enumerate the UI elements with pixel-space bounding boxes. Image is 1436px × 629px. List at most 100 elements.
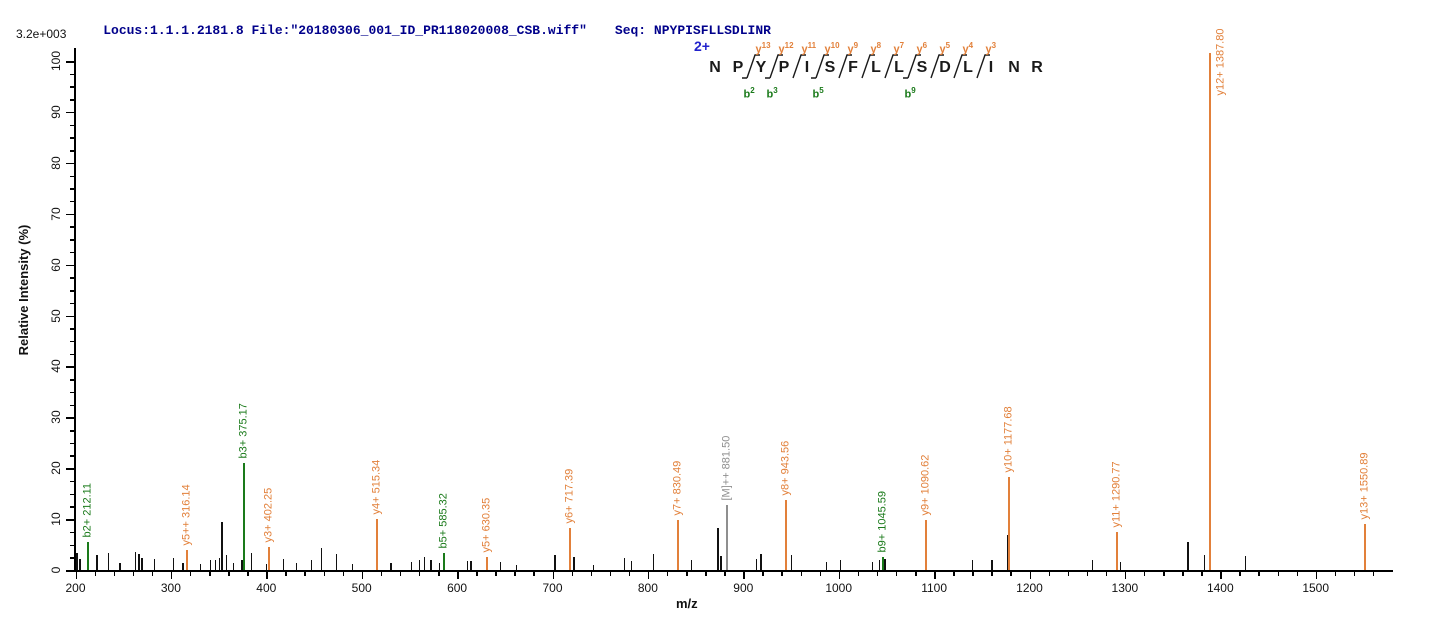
- x-minor-tick: [323, 572, 326, 576]
- y-ion-label: y8: [870, 41, 882, 56]
- peak: [79, 558, 81, 570]
- x-minor-tick: [895, 572, 898, 576]
- fragment-cut-marker: [860, 54, 875, 79]
- x-tick-label: 1200: [1016, 581, 1043, 595]
- peak-b2: [87, 542, 90, 570]
- y-ion-label: y11: [801, 41, 817, 56]
- peak: [1204, 554, 1206, 570]
- x-minor-tick: [686, 572, 688, 576]
- x-tick-label: 800: [637, 581, 658, 595]
- peak: [430, 559, 432, 570]
- x-minor-tick: [113, 572, 116, 576]
- x-major-tick: [647, 572, 650, 579]
- peak: [470, 560, 472, 570]
- peak-y9: [925, 520, 928, 570]
- y-ion-label: y13: [755, 41, 771, 56]
- x-tick-label: 1000: [825, 581, 853, 595]
- peak: [1091, 559, 1093, 570]
- x-minor-tick: [1277, 572, 1280, 576]
- y-minor-tick: [70, 226, 74, 228]
- y-minor-tick: [70, 175, 74, 178]
- peak: [119, 562, 121, 570]
- peak: [134, 551, 136, 570]
- peak-y7: [676, 520, 679, 570]
- b-ion-label: b3: [766, 86, 778, 101]
- y-minor-tick: [70, 506, 74, 508]
- x-minor-tick: [342, 572, 345, 576]
- x-minor-tick: [1372, 572, 1375, 576]
- peak: [76, 553, 78, 570]
- y-major-tick: [66, 61, 74, 63]
- x-major-tick: [361, 572, 364, 579]
- peak-y12: [1208, 53, 1211, 570]
- sequence-residue: P: [732, 59, 744, 76]
- peak-label: b5+ 585.32: [437, 493, 450, 549]
- peak: [182, 562, 184, 570]
- x-minor-tick: [1239, 572, 1241, 576]
- peak: [466, 560, 468, 570]
- x-minor-tick: [514, 572, 516, 576]
- y-tick-label: 70: [48, 207, 63, 221]
- y-minor-tick: [70, 340, 74, 343]
- y-minor-tick: [70, 430, 74, 432]
- peak: [218, 557, 220, 570]
- peak-y4: [376, 519, 379, 570]
- x-tick-label: 200: [65, 581, 86, 595]
- peak: [760, 554, 762, 570]
- y-major-tick: [66, 162, 74, 165]
- x-minor-tick: [819, 572, 822, 576]
- peak-label: [M]++ 881.50: [720, 435, 733, 501]
- x-axis: [74, 570, 1393, 572]
- header: Locus:1.1.1.2181.8 File:"20180306_001_ID…: [72, 8, 771, 53]
- peak: [199, 563, 201, 570]
- y-tick-label: 10: [48, 512, 63, 526]
- x-minor-tick: [304, 572, 306, 576]
- peak-y6: [569, 527, 572, 570]
- x-minor-tick: [1067, 572, 1070, 576]
- y-major-tick: [66, 213, 74, 216]
- precursor-charge-label: 2+: [694, 38, 710, 54]
- peak-y11: [1116, 531, 1119, 570]
- y-major-tick: [66, 417, 74, 419]
- peak: [96, 555, 98, 570]
- peak: [220, 521, 223, 570]
- y-axis-title: Relative Intensity (%): [16, 224, 31, 356]
- y-tick-label: 20: [48, 461, 63, 475]
- peak: [295, 563, 298, 570]
- sequence-residue: F: [848, 59, 858, 76]
- x-minor-tick: [1048, 572, 1051, 576]
- x-major-tick: [457, 572, 459, 579]
- x-minor-tick: [1086, 572, 1089, 576]
- x-major-tick: [75, 572, 77, 579]
- peak-y5: [186, 549, 189, 570]
- y-minor-tick: [70, 353, 74, 356]
- peak: [500, 561, 502, 570]
- peak: [172, 557, 174, 570]
- y-ion-label: y10: [824, 41, 840, 56]
- y-tick-label: 100: [48, 50, 63, 72]
- peak-label: y7+ 830.49: [671, 460, 684, 516]
- y-major-tick: [66, 570, 74, 572]
- x-minor-tick: [1353, 572, 1356, 576]
- fragment-cut-marker: [975, 54, 990, 79]
- x-major-tick: [552, 572, 554, 579]
- x-tick-label: 600: [447, 581, 468, 595]
- x-minor-tick: [705, 572, 707, 576]
- peak: [690, 559, 693, 570]
- peak-label: y6+ 717.39: [563, 468, 576, 524]
- peak: [720, 555, 722, 570]
- x-major-tick: [170, 572, 173, 579]
- x-minor-tick: [1010, 572, 1012, 576]
- peak: [554, 554, 556, 570]
- x-minor-tick: [666, 572, 669, 576]
- peak: [352, 563, 354, 570]
- x-tick-label: 500: [351, 581, 372, 595]
- peak-label: y10+ 1177.68: [1002, 406, 1015, 473]
- x-tick-label: 1400: [1206, 581, 1234, 595]
- peak-b5: [443, 553, 446, 570]
- x-major-tick: [266, 572, 268, 579]
- x-minor-tick: [991, 572, 993, 576]
- peak-y13: [1364, 524, 1367, 570]
- x-minor-tick: [1163, 572, 1165, 576]
